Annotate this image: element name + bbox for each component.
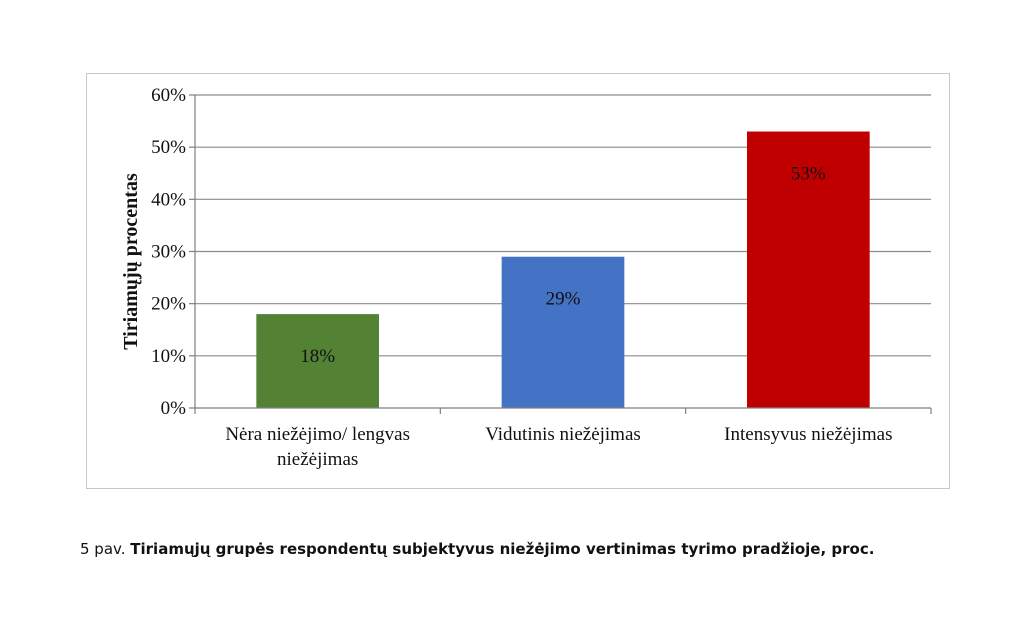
y-tick-label: 30% [151, 242, 186, 263]
figure-caption: 5 pav. Tiriamųjų grupės respondentų subj… [80, 540, 1000, 558]
bar [501, 256, 625, 408]
bar [747, 131, 870, 408]
caption-prefix: 5 pav. [80, 540, 131, 558]
y-tick-label: 60% [151, 85, 186, 106]
bars [256, 131, 870, 408]
axes [189, 94, 932, 414]
labels: 0% 10% 20% 30% 40% 50% 60% 18% Nėra niežėjimo/ l… [151, 85, 892, 470]
y-tick-label: 10% [151, 346, 186, 367]
y-tick-label: 20% [151, 294, 186, 315]
x-category-label: Intensyvus niežėjimas [724, 424, 892, 445]
x-category-label: Nėra niežėjimo/ lengvas [225, 424, 410, 445]
caption-title: Tiriamųjų grupės respondentų subjektyvus… [130, 540, 875, 558]
data-label: 18% [300, 346, 335, 367]
data-label: 53% [791, 164, 826, 185]
x-category-label: niežėjimas [277, 449, 358, 470]
data-label: 29% [546, 289, 581, 310]
chart-frame: 0% 10% 20% 30% 40% 50% 60% 18% Nėra niežėjimo/ l… [86, 73, 950, 489]
y-tick-label: 0% [161, 398, 187, 419]
bar-chart: 0% 10% 20% 30% 40% 50% 60% 18% Nėra niežėjimo/ l… [120, 85, 932, 470]
x-category-label: Vidutinis niežėjimas [485, 424, 641, 445]
y-axis-title: Tiriamųjų procentas [120, 173, 142, 350]
y-tick-label: 40% [151, 189, 186, 210]
bar [256, 314, 379, 408]
y-tick-label: 50% [151, 137, 186, 158]
